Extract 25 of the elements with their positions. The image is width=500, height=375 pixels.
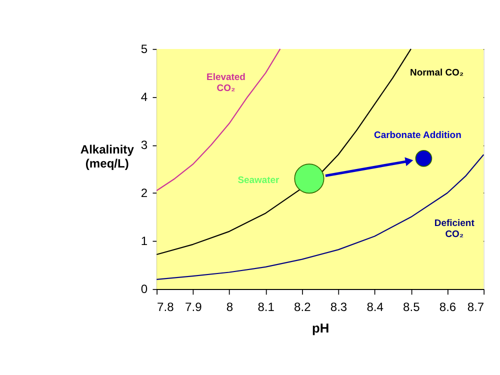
line-series: [156, 48, 281, 192]
x-tick-label: 8.2: [294, 300, 312, 314]
y-tick-label: 0: [140, 282, 148, 296]
y-tick-label: 1: [140, 234, 148, 248]
y-axis-title: Alkalinity (meq/L): [80, 142, 134, 170]
series-label: Carbonate Addition: [374, 130, 462, 141]
x-tick-label: 8.1: [258, 300, 275, 314]
series-label: Elevated CO₂: [206, 72, 246, 94]
x-tick-label: 8: [226, 300, 234, 314]
x-tick-label: 7.9: [185, 300, 202, 314]
x-tick-label: 8.5: [403, 300, 420, 314]
x-tick-label: 7.8: [157, 300, 174, 314]
series-label: Deficient CO₂: [434, 218, 476, 240]
x-tick-label: 8.4: [366, 300, 384, 314]
y-tick-label: 3: [140, 138, 148, 152]
x-tick-label: 8.7: [467, 300, 484, 314]
line-series: [156, 154, 484, 280]
x-tick-label: 8.3: [330, 300, 348, 314]
y-tick-label: 4: [140, 90, 148, 104]
series-label: Normal CO₂: [410, 68, 464, 79]
series-label: Seawater: [238, 174, 280, 186]
x-axis-title: pH: [312, 320, 330, 336]
y-tick-label: 2: [140, 186, 148, 200]
x-tick-label: 8.6: [439, 300, 456, 314]
y-tick-label: 5: [140, 42, 148, 56]
